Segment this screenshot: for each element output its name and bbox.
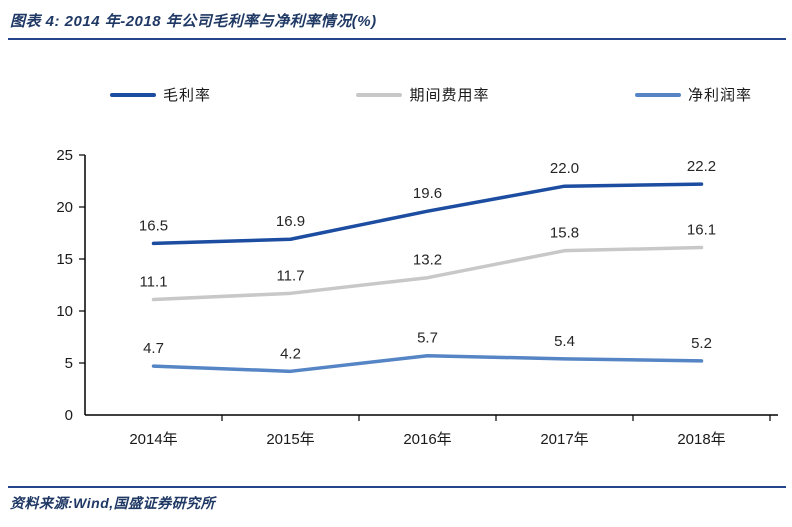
y-tick-label: 25 <box>56 147 73 164</box>
series-line-3 <box>151 353 704 374</box>
y-tick-label: 5 <box>65 355 73 372</box>
series-line-1 <box>151 182 704 246</box>
y-tick-label: 10 <box>56 303 73 320</box>
legend-label: 毛利率 <box>163 87 212 104</box>
data-label: 5.4 <box>554 333 575 350</box>
legend-label: 期间费用率 <box>409 87 490 104</box>
x-category-label: 2015年 <box>266 431 314 448</box>
data-label: 16.9 <box>276 213 305 230</box>
legend-item-2: 期间费用率 <box>356 84 489 105</box>
data-label: 13.2 <box>413 252 442 269</box>
source-text: 资料来源:Wind,国盛证券研究所 <box>10 495 216 511</box>
x-category-label: 2017年 <box>540 431 588 448</box>
data-label: 16.1 <box>687 222 716 239</box>
figure-title: 图表 4: 2014 年-2018 年公司毛利率与净利率情况(%) <box>10 13 377 30</box>
data-label: 5.7 <box>417 330 438 347</box>
legend-item-1: 毛利率 <box>110 84 211 105</box>
y-tick-label: 0 <box>65 407 73 424</box>
data-label: 5.2 <box>691 335 712 352</box>
data-label: 15.8 <box>550 225 579 242</box>
data-label: 22.0 <box>550 160 579 177</box>
data-label: 11.7 <box>276 267 304 284</box>
legend-swatch-icon <box>634 92 681 97</box>
chart-canvas: 0 5 10 15 20 25 2014年 2015年 2016年 2017年 2018年 16.5 1… <box>56 147 778 448</box>
y-tick-label: 15 <box>56 251 73 268</box>
legend-item-3: 净利润率 <box>634 84 752 105</box>
data-label: 4.2 <box>280 345 301 362</box>
legend-swatch-icon <box>110 92 156 97</box>
legend-swatch-icon <box>356 92 403 97</box>
chart-legend: 毛利率 期间费用率 净利润率 <box>110 84 752 105</box>
data-label: 16.5 <box>139 217 168 234</box>
data-label: 19.6 <box>413 185 442 202</box>
figure-header: 图表 4: 2014 年-2018 年公司毛利率与净利率情况(%) <box>8 8 786 40</box>
data-label: 4.7 <box>143 340 164 357</box>
legend-label: 净利润率 <box>687 87 752 104</box>
figure-footer: 资料来源:Wind,国盛证券研究所 <box>8 486 786 513</box>
line-chart: 0 5 10 15 20 25 2014年 2015年 2016年 2017年 2018年 16.5 1… <box>0 140 792 470</box>
x-category-label: 2016年 <box>403 431 451 448</box>
y-tick-label: 20 <box>56 199 73 216</box>
data-label: 22.2 <box>687 158 716 175</box>
series-line-2 <box>151 245 704 302</box>
x-category-label: 2014年 <box>129 431 177 448</box>
data-label: 11.1 <box>139 274 167 291</box>
x-category-label: 2018年 <box>677 431 725 448</box>
